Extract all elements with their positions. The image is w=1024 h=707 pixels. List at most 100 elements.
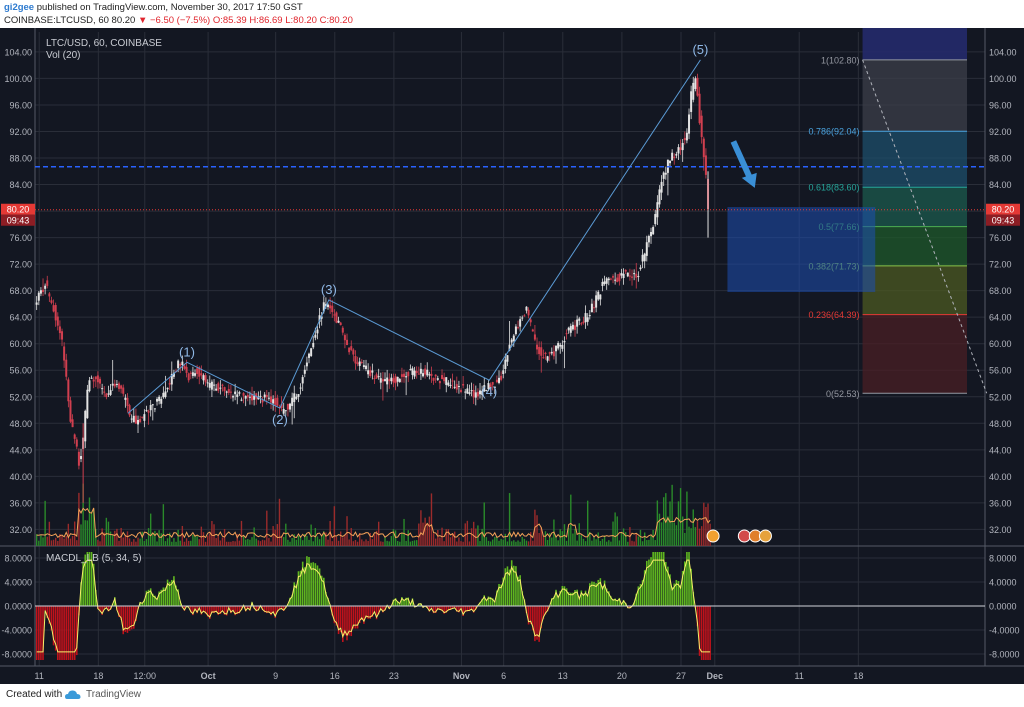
elliott-wave-line (127, 59, 701, 414)
volume-bar (141, 531, 143, 546)
candle-body (172, 372, 175, 377)
candle-body (291, 397, 294, 406)
macd-histogram-bar (59, 606, 61, 660)
y-axis-left-label: 32.00 (9, 525, 32, 535)
volume-bar (221, 537, 224, 546)
volume-bar (202, 532, 205, 546)
candle-body (367, 370, 370, 375)
price-badge-text: 80.20 (992, 205, 1015, 215)
open-text: O:85.39 (212, 15, 247, 26)
candle-body (685, 132, 688, 141)
macd-histogram-bar (639, 583, 642, 606)
macd-histogram-bar (487, 596, 490, 606)
macd-histogram-bar (162, 587, 165, 606)
macd-histogram-bar (608, 591, 610, 606)
candle-body (390, 377, 393, 382)
macd-histogram-bar (392, 599, 395, 606)
macd-histogram-bar (479, 602, 481, 606)
macd-histogram-bar (211, 606, 213, 613)
macd-histogram-bar (346, 606, 348, 641)
x-axis-label: 23 (389, 671, 399, 681)
x-axis-label: 9 (273, 671, 278, 681)
volume-bar (234, 541, 236, 546)
macd-histogram-bar (434, 606, 437, 613)
candle-body (69, 400, 72, 422)
macd-histogram-bar (234, 606, 236, 616)
candle-body (153, 408, 156, 410)
macd-histogram-bar (447, 606, 450, 611)
candle-body (616, 277, 619, 282)
volume-bar (137, 537, 139, 546)
candle-body (80, 456, 83, 460)
volume-bar (268, 538, 270, 546)
volume-bar (179, 540, 181, 546)
candle-body (381, 379, 384, 382)
x-axis-label: 11 (35, 671, 44, 681)
macd-histogram-bar (236, 606, 239, 615)
author-link[interactable]: gi2gee (4, 2, 35, 13)
macd-histogram-bar (403, 599, 405, 606)
candle-body (267, 397, 270, 399)
macd-histogram-bar (348, 606, 350, 636)
macd-histogram-bar (462, 606, 464, 617)
volume-bar (147, 528, 150, 546)
volume-bar (567, 528, 570, 546)
candle-body (227, 389, 230, 393)
volume-bar (297, 535, 300, 546)
volume-bar (333, 506, 336, 546)
macd-histogram-bar (160, 589, 163, 606)
macd-histogram-bar (610, 596, 612, 606)
candle-body (656, 202, 659, 218)
macd-histogram-bar (485, 599, 488, 606)
volume-bar (631, 540, 633, 546)
macd-histogram-bar (331, 606, 334, 616)
candle-body (96, 375, 99, 383)
macd-histogram-bar (50, 606, 53, 631)
candle-body (662, 172, 665, 179)
macd-histogram-bar (135, 606, 137, 622)
macd-histogram-bar (339, 606, 342, 633)
volume-bar (291, 538, 293, 546)
macd-histogram-bar (589, 583, 591, 606)
candle-body (523, 315, 526, 317)
volume-bar (111, 534, 114, 546)
x-axis-label: 18 (853, 671, 863, 681)
macd-histogram-bar (196, 606, 198, 614)
macd-histogram-bar (276, 606, 279, 613)
macd-histogram-bar (173, 576, 175, 606)
volume-bar (375, 530, 378, 546)
candle-body (196, 368, 199, 374)
chart-canvas[interactable]: 1(102.80)0.786(92.04)0.618(83.60)0.5(77.… (0, 28, 1024, 684)
macd-histogram-bar (323, 577, 325, 606)
candle-body (213, 384, 216, 386)
candle-body (88, 380, 91, 392)
candle-body (696, 77, 699, 96)
candle-body (103, 391, 106, 393)
candle-body (130, 418, 133, 420)
volume-bar (128, 538, 131, 546)
tradingview-brand[interactable]: TradingView (86, 689, 142, 700)
candle-body (424, 368, 427, 375)
macd-histogram-bar (369, 606, 372, 619)
macd-histogram-bar (209, 606, 211, 619)
candle-body (595, 295, 598, 308)
candle-body (635, 273, 638, 278)
candle-body (350, 346, 353, 350)
candle-body (574, 325, 577, 330)
candle-body (599, 294, 602, 300)
macd-histogram-bar (219, 606, 222, 615)
candle-body (170, 374, 173, 385)
volume-bar (472, 521, 475, 546)
down-arrow-shaft (730, 140, 754, 182)
volume-bar (669, 501, 671, 546)
macd-histogram-bar (593, 581, 595, 606)
candle-body (179, 363, 182, 366)
fib-zone (862, 265, 967, 315)
price-badge (986, 203, 1020, 215)
volume-bar (612, 521, 614, 546)
macd-histogram-bar (200, 606, 203, 615)
y-axis-left-label: 64.00 (9, 313, 32, 323)
candle-body (555, 345, 558, 352)
candle-body (134, 415, 137, 424)
macd-histogram-bar (557, 596, 559, 606)
